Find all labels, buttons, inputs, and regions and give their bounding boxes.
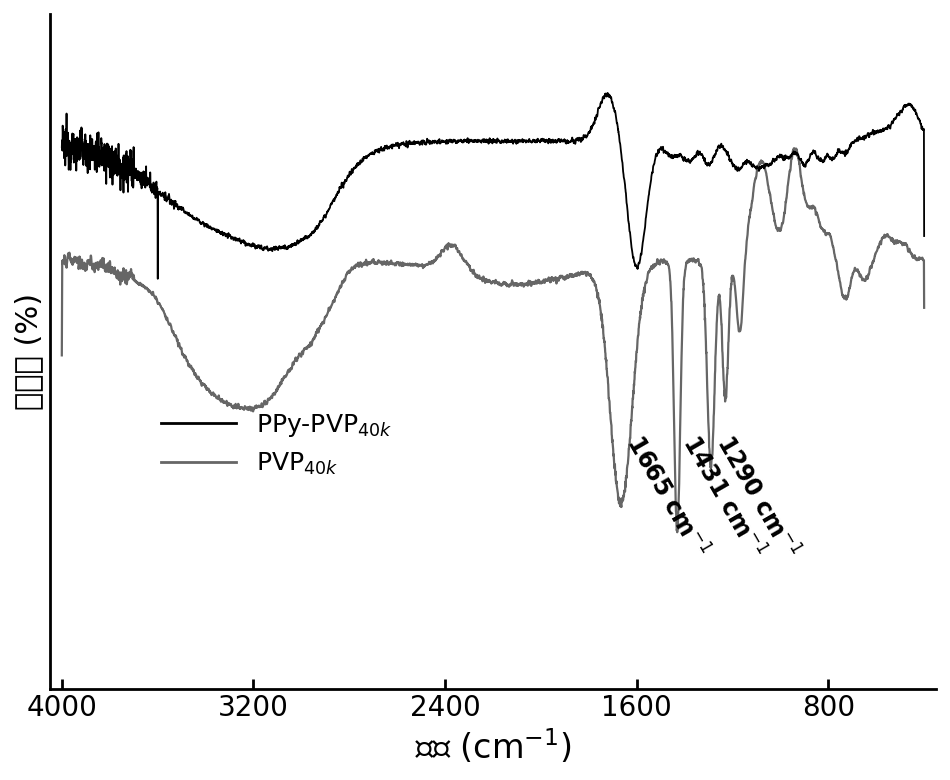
Text: 1290 cm$^{-1}$: 1290 cm$^{-1}$ (711, 431, 803, 563)
Text: 1431 cm$^{-1}$: 1431 cm$^{-1}$ (677, 431, 770, 563)
Y-axis label: 透过率 (%): 透过率 (%) (14, 292, 43, 410)
Text: 1665 cm$^{-1}$: 1665 cm$^{-1}$ (621, 431, 712, 562)
X-axis label: 波数 (cm$^{-1}$): 波数 (cm$^{-1}$) (415, 727, 571, 766)
Legend: PPy-PVP$_{40k}$, PVP$_{40k}$: PPy-PVP$_{40k}$, PVP$_{40k}$ (151, 402, 403, 488)
